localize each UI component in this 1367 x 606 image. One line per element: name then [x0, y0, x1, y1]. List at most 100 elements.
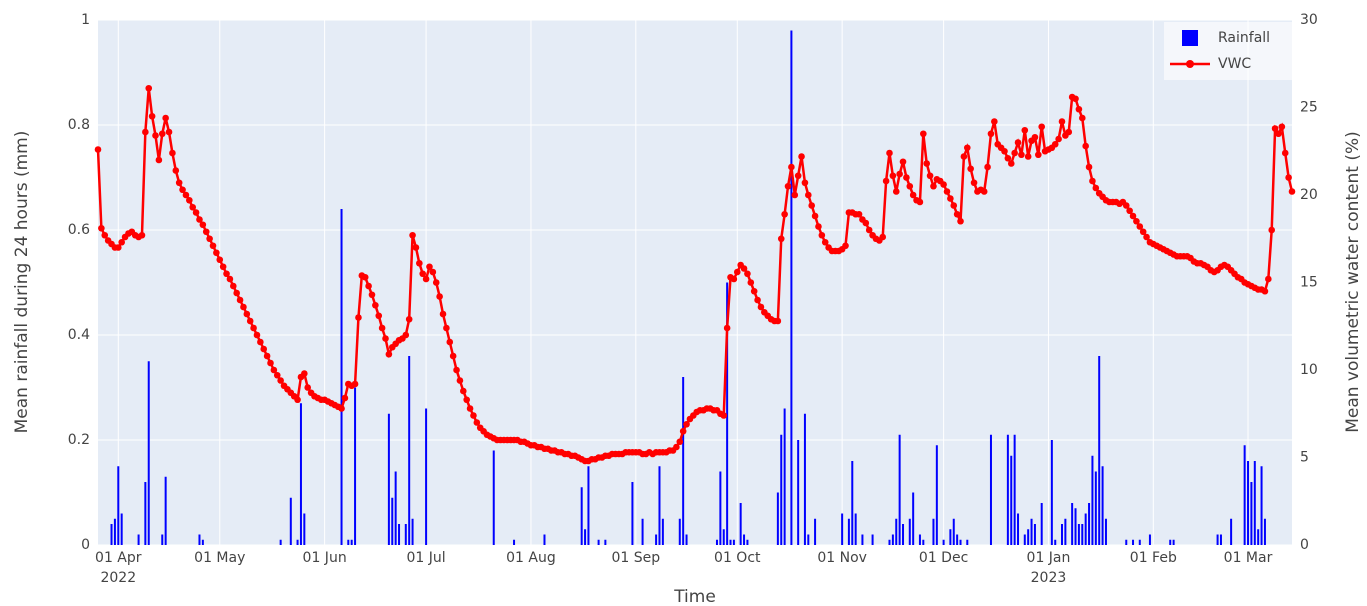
marker: [463, 396, 470, 404]
legend-label: Rainfall: [1218, 30, 1270, 46]
marker: [341, 394, 349, 402]
marker: [926, 172, 934, 180]
marker: [169, 149, 176, 157]
marker: [1014, 139, 1022, 146]
bar: [1247, 461, 1250, 545]
marker: [301, 370, 308, 377]
marker: [798, 153, 805, 160]
bar: [604, 539, 607, 545]
bar: [1013, 434, 1016, 545]
legend-label: VWC: [1218, 56, 1251, 72]
marker: [294, 396, 301, 404]
bar: [1010, 455, 1013, 545]
y-tick-label: 0.2: [68, 432, 90, 448]
marker: [1285, 174, 1292, 181]
marker: [963, 144, 971, 152]
bar: [641, 518, 644, 545]
bar: [1250, 482, 1253, 545]
bar: [404, 524, 407, 545]
marker: [673, 443, 680, 451]
marker: [1082, 142, 1089, 150]
legend: Rainfall VWC: [1164, 22, 1292, 80]
bar: [655, 534, 658, 545]
bar: [1054, 539, 1057, 545]
marker: [683, 420, 690, 428]
bar: [398, 524, 401, 545]
marker: [138, 231, 146, 239]
marker: [172, 167, 180, 174]
marker: [1058, 118, 1066, 125]
marker: [426, 263, 433, 271]
marker: [263, 352, 271, 360]
bar: [1104, 518, 1107, 545]
marker: [862, 219, 870, 227]
marker: [1089, 177, 1096, 185]
legend-marker: [1186, 60, 1194, 68]
bar: [898, 434, 901, 545]
marker: [1011, 149, 1018, 157]
marker: [375, 312, 383, 320]
marker: [270, 366, 278, 374]
marker: [449, 352, 457, 360]
marker: [1078, 114, 1086, 122]
marker: [114, 244, 122, 251]
bar: [814, 518, 817, 545]
bar: [164, 476, 167, 545]
bar: [956, 534, 959, 545]
marker: [142, 128, 149, 136]
x-tick-label: 01 Jun: [303, 550, 347, 566]
marker: [206, 235, 213, 243]
bar: [854, 513, 857, 545]
bar: [1084, 513, 1087, 545]
marker: [882, 177, 890, 185]
marker: [1072, 95, 1079, 103]
bar: [783, 408, 786, 545]
marker: [903, 174, 910, 181]
bar: [685, 534, 688, 545]
bar: [678, 518, 681, 545]
y-axis-title: Mean rainfall during 24 hours (mm): [12, 131, 32, 434]
bar: [279, 539, 282, 545]
bar: [797, 440, 800, 545]
bar: [394, 471, 397, 545]
bar: [1125, 539, 1128, 545]
marks: [94, 30, 1296, 545]
bar: [144, 482, 147, 545]
y-tick-label: 0: [81, 537, 90, 553]
bar: [1050, 440, 1053, 545]
marker: [94, 146, 102, 153]
bar: [807, 534, 810, 545]
marker: [896, 170, 903, 178]
marker: [953, 210, 961, 218]
marker: [202, 228, 210, 236]
marker: [466, 405, 474, 412]
marker: [419, 270, 427, 278]
marker: [162, 114, 169, 122]
bar: [1260, 466, 1263, 545]
y2-tick-label: 5: [1300, 450, 1309, 466]
bar: [137, 534, 140, 545]
marker: [943, 188, 951, 195]
x-tick-year: 2023: [1031, 570, 1067, 586]
marker: [909, 191, 917, 199]
y2-tick-label: 30: [1300, 12, 1318, 28]
bar: [949, 529, 952, 545]
marker: [226, 275, 234, 283]
bar: [387, 413, 390, 545]
marker: [957, 217, 964, 225]
marker: [1018, 151, 1025, 159]
y2-tick-label: 10: [1300, 362, 1318, 378]
bar: [743, 534, 746, 545]
bar: [1257, 529, 1260, 545]
bar: [296, 539, 299, 545]
marker: [338, 405, 345, 412]
bar: [776, 492, 779, 545]
marker: [267, 359, 274, 367]
marker: [906, 182, 914, 190]
marker: [155, 156, 163, 164]
bar: [891, 534, 894, 545]
marker: [257, 338, 264, 346]
bar: [935, 445, 938, 545]
marker: [446, 338, 454, 346]
marker: [1075, 105, 1083, 113]
